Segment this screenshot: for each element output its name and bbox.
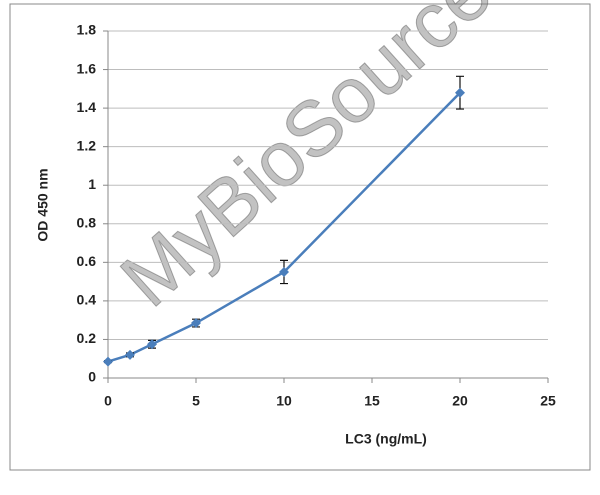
data-point (279, 266, 289, 277)
x-tick-label: 20 (452, 393, 468, 409)
data-point (455, 87, 465, 98)
y-tick-label: 0.2 (77, 330, 97, 346)
chart-frame (9, 3, 591, 471)
y-tick-label: 0.8 (77, 214, 97, 230)
y-axis-title: OD 450 nm (35, 168, 51, 241)
data-point (125, 349, 135, 360)
y-tick-label: 0.4 (77, 292, 97, 308)
x-tick-label: 5 (192, 393, 200, 409)
x-tick-label: 25 (540, 393, 556, 409)
x-tick-label: 10 (276, 393, 292, 409)
y-tick-label: 1.2 (77, 137, 97, 153)
data-point (147, 339, 157, 350)
y-tick-label: 1.8 (77, 22, 97, 38)
y-tick-label: 0 (88, 369, 96, 385)
data-point (103, 356, 113, 367)
y-tick-label: 1.4 (77, 99, 97, 115)
y-tick-label: 1 (88, 176, 96, 192)
x-axis-title: LC3 (ng/mL) (345, 431, 427, 447)
x-tick-label: 15 (364, 393, 380, 409)
x-tick-label: 0 (104, 393, 112, 409)
y-tick-label: 0.6 (77, 253, 97, 269)
data-point (191, 318, 201, 329)
y-tick-label: 1.6 (77, 60, 97, 76)
